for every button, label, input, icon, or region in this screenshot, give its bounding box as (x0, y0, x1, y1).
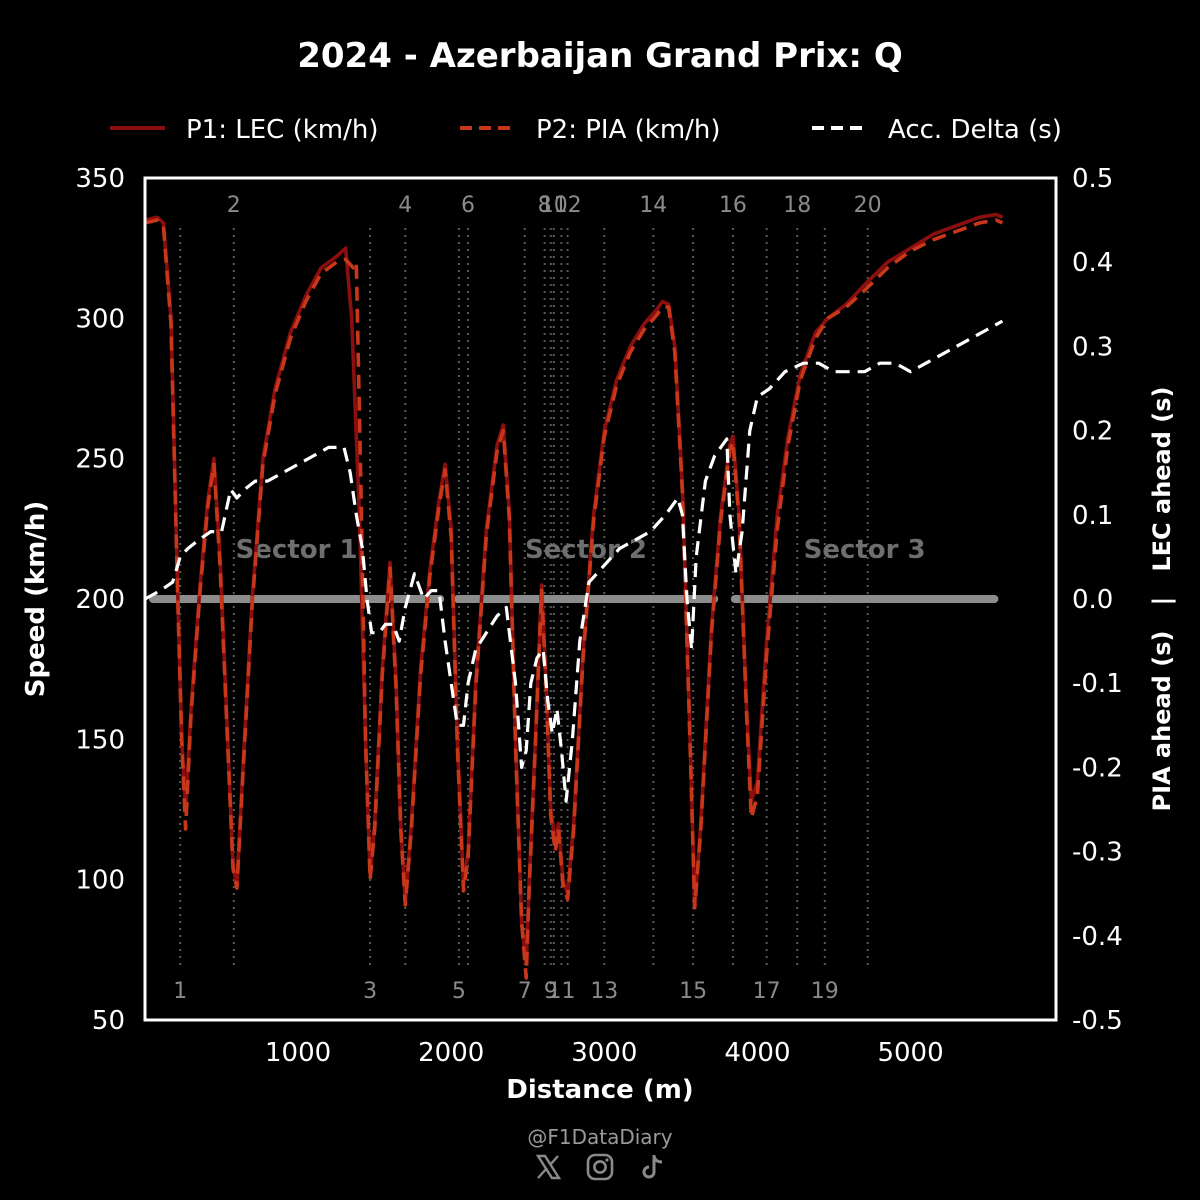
chart-title: 2024 - Azerbaijan Grand Prix: Q (297, 36, 903, 76)
y-tick-100: 100 (75, 866, 125, 896)
y-tick-150: 150 (75, 725, 125, 755)
corner-label-17: 17 (753, 979, 781, 1004)
corner-label-6: 6 (461, 193, 475, 218)
y2-tick--0.2: -0.2 (1072, 753, 1123, 783)
corner-label-18: 18 (783, 193, 811, 218)
corner-label-16: 16 (719, 193, 747, 218)
y2-tick--0.3: -0.3 (1072, 838, 1123, 868)
corner-label-1: 1 (173, 979, 187, 1004)
y-tick-300: 300 (75, 304, 125, 334)
x-axis-label: Distance (m) (506, 1075, 693, 1105)
y-axis-label: Speed (km/h) (21, 501, 51, 697)
corner-label-10: 10 (540, 193, 568, 218)
y-tick-200: 200 (75, 585, 125, 615)
corner-label-20: 20 (854, 193, 882, 218)
legend-label-3: Acc. Delta (s) (888, 115, 1062, 145)
y2-tick--0.5: -0.5 (1072, 1006, 1123, 1036)
corner-label-9: 9 (544, 979, 558, 1004)
legend-label-2: P2: PIA (km/h) (536, 115, 721, 145)
corner-label-7: 7 (518, 979, 532, 1004)
plot-frame (143, 176, 1058, 1022)
legend-label-1: P1: LEC (km/h) (186, 115, 379, 145)
series-line-2 (144, 218, 1004, 980)
y-tick-50: 50 (92, 1006, 125, 1036)
sector-bars: Sector 1 Sector 2 Sector 3 (149, 535, 999, 603)
y2-tick-0.1: 0.1 (1072, 501, 1113, 531)
corner-label-12: 12 (554, 193, 582, 218)
y2-tick-0.2: 0.2 (1072, 417, 1113, 447)
corner-label-19: 19 (811, 979, 839, 1004)
y2-tick-0.4: 0.4 (1072, 248, 1113, 278)
x-tick-4000: 4000 (724, 1038, 790, 1068)
x-axis: 1000 2000 3000 4000 5000 (265, 1038, 944, 1068)
corner-label-15: 15 (679, 979, 707, 1004)
x-tick-1000: 1000 (265, 1038, 331, 1068)
corner-label-2: 2 (227, 193, 241, 218)
y2-tick--0.4: -0.4 (1072, 922, 1123, 952)
series-layer (144, 212, 1004, 980)
x-tick-3000: 3000 (571, 1038, 637, 1068)
credit-handle: @F1DataDiary (527, 1125, 673, 1149)
y2-tick-0.3: 0.3 (1072, 332, 1113, 362)
y-axis-right: -0.5 -0.4 -0.3 -0.2 -0.1 0.0 0.1 0.2 0.3 0.4 0.5 (1072, 164, 1123, 1036)
corner-label-3: 3 (363, 979, 377, 1004)
legend: P1: LEC (km/h) P2: PIA (km/h) Acc. Delta (… (110, 115, 1062, 145)
x-tick-2000: 2000 (418, 1038, 484, 1068)
y2-tick-0: 0.0 (1072, 585, 1113, 615)
y2-tick-0.5: 0.5 (1072, 164, 1113, 194)
corner-label-4: 4 (398, 193, 412, 218)
y-tick-350: 350 (75, 164, 125, 194)
sector-label-3: Sector 3 (804, 535, 926, 565)
social-icons (0, 1152, 1200, 1182)
corner-label-14: 14 (639, 193, 667, 218)
sector-label-2: Sector 2 (525, 535, 647, 565)
tiktok-icon[interactable] (637, 1152, 667, 1182)
corner-label-5: 5 (452, 979, 466, 1004)
y2-axis-label: PIA ahead (s) | LEC ahead (s) (1148, 386, 1176, 811)
y-tick-250: 250 (75, 445, 125, 475)
y-axis-left: 50 100 150 200 250 300 350 (75, 164, 125, 1036)
y2-tick--0.1: -0.1 (1072, 669, 1123, 699)
instagram-icon[interactable] (585, 1152, 615, 1182)
x-tick-5000: 5000 (877, 1038, 943, 1068)
corner-label-13: 13 (590, 979, 618, 1004)
series-line-3 (144, 319, 1004, 803)
x-icon[interactable] (533, 1152, 563, 1182)
corner-label-8: 8 (538, 193, 552, 218)
corner-label-11: 11 (547, 979, 575, 1004)
